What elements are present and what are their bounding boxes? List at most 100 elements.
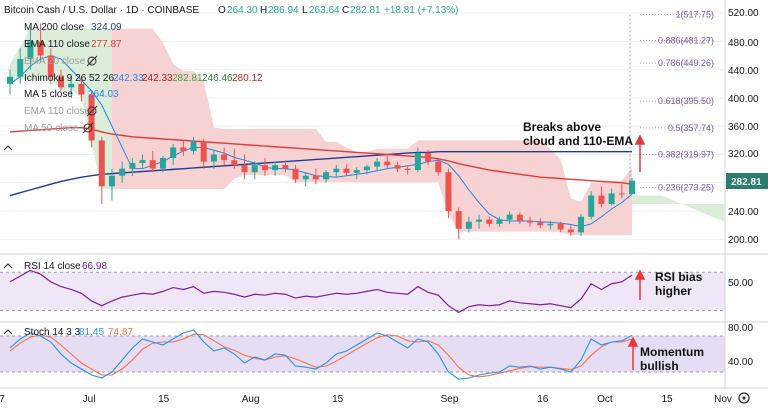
rsi-pane — [9, 269, 633, 314]
annotation-stoch-line1: Momentum — [640, 345, 704, 359]
legend-ichimoku-v3: 282.81 — [172, 73, 203, 84]
legend-ma50[interactable]: MA 50 close — [24, 123, 79, 134]
fib-label: 0.886(481.27) — [658, 35, 714, 45]
line-ema-110-close — [9, 126, 633, 185]
candle-body — [282, 165, 289, 169]
candle-body — [241, 165, 248, 173]
legend-ema110[interactable]: EMA 110 close — [24, 39, 90, 50]
candle-body — [139, 160, 146, 164]
price-tick: 520.00 — [728, 8, 759, 19]
candle-body — [394, 165, 401, 169]
candle-body — [149, 160, 156, 169]
settings-gear-icon[interactable] — [738, 392, 750, 404]
annotation-arrows — [627, 134, 646, 370]
stoch-tick: 40.00 — [728, 357, 753, 368]
candle-body — [78, 83, 85, 95]
h-label: H — [260, 5, 267, 16]
last-price-tag — [726, 173, 768, 189]
candle-body — [180, 147, 187, 151]
candle-body — [618, 193, 625, 195]
candle-body — [343, 168, 350, 173]
legend-ichimoku-v1: 242.33 — [113, 73, 144, 84]
time-tick: Jul — [83, 394, 96, 405]
legend-ichimoku-v4: 246.46 — [202, 73, 233, 84]
eye-off-icon[interactable] — [82, 122, 94, 134]
stoch-legend[interactable]: Stoch 14 3 3 81.45 74.87 — [3, 327, 133, 338]
price-tick: 440.00 — [728, 66, 759, 77]
rsi-arrow-head — [634, 269, 646, 280]
candle-body — [312, 175, 319, 180]
indicator-legend[interactable]: MA 200 close 324.09 EMA 110 close 277.87… — [24, 22, 263, 134]
time-tick: Nov — [714, 394, 732, 405]
legend-ema110b[interactable]: EMA 110 close — [24, 106, 90, 117]
stoch-arrow-head — [627, 336, 639, 347]
time-tick: 15 — [662, 394, 674, 405]
rsi-line — [9, 269, 633, 314]
candle-body — [516, 214, 523, 222]
collapse-icon[interactable] — [3, 329, 13, 335]
legend-ma5[interactable]: MA 5 close — [24, 89, 73, 100]
rsi-tick: 50.00 — [728, 278, 753, 289]
legend-ichimoku-v2: 242.33 — [142, 73, 173, 84]
collapse-legend-icon[interactable] — [3, 145, 13, 151]
stoch-k-value: 81.45 — [79, 327, 104, 338]
eye-off-icon[interactable] — [86, 105, 98, 117]
c-value: 282.81 — [350, 5, 381, 16]
legend-ichimoku[interactable]: Ichimoku 9 26 52 26 — [24, 73, 114, 84]
time-tick: 16 — [537, 394, 549, 405]
legend-ma200[interactable]: MA 200 close — [24, 22, 84, 33]
l-value: 263.64 — [309, 5, 340, 16]
line-ma-200-close — [9, 150, 632, 197]
symbol-title: Bitcoin Cash / U.S. Dollar · 1D · COINBA… — [4, 5, 199, 16]
candle-body — [465, 221, 472, 229]
time-tick: Oct — [597, 394, 613, 405]
candle-body — [628, 180, 636, 195]
time-tick: 15 — [332, 394, 344, 405]
price-axis[interactable]: 520.00 480.00 440.00 400.00 360.00 320.0… — [726, 8, 768, 368]
rsi-legend[interactable]: RSI 14 close 66.98 — [3, 261, 107, 272]
legend-ma5-value: 264.03 — [88, 89, 119, 100]
rsi-band — [0, 272, 725, 311]
candle-body — [302, 175, 309, 180]
stoch-tick: 80.00 — [728, 323, 753, 334]
fib-label: 0.236(273.25) — [658, 183, 714, 193]
c-label: C — [342, 5, 349, 16]
candle-body — [272, 165, 279, 171]
candle-body — [170, 147, 177, 159]
candle-body — [323, 172, 330, 180]
stoch-k-line — [9, 329, 633, 380]
candle-body — [537, 222, 544, 226]
o-label: O — [218, 5, 226, 16]
fib-label: 0.5(357.74) — [668, 123, 714, 133]
annotation-stoch-line2: bullish — [640, 359, 679, 373]
candle-body — [292, 168, 299, 180]
candle-body — [455, 211, 462, 229]
price-tick: 360.00 — [728, 122, 759, 133]
candle-body — [221, 154, 228, 161]
ohlc-readout: O 264.30 H 286.94 L 263.64 C 282.81 +18.… — [218, 5, 459, 16]
candle-body — [547, 223, 554, 226]
candle-body — [486, 219, 493, 224]
candle-body — [353, 170, 360, 173]
cloud-green-segment — [10, 28, 112, 190]
pane-separators — [0, 0, 768, 389]
legend-ema20[interactable]: EMA 20 close 2 — [24, 56, 94, 67]
rsi-value: 66.98 — [82, 261, 107, 272]
time-tick: 7 — [0, 394, 5, 405]
candle-body — [98, 140, 105, 187]
collapse-icon[interactable] — [3, 263, 13, 269]
candle-body — [6, 76, 14, 84]
candlestick-series — [6, 23, 636, 240]
time-axis[interactable]: 7 Jul 15 Aug 15 Sep 16 Oct 15 Nov — [0, 394, 732, 405]
candle-body — [557, 223, 564, 230]
price-tick: 320.00 — [728, 149, 759, 160]
price-tick: 480.00 — [728, 38, 759, 49]
time-tick: Sep — [441, 394, 459, 405]
candle-body — [506, 214, 513, 220]
eye-off-icon[interactable] — [86, 55, 98, 67]
stoch-pane — [9, 329, 633, 380]
candle-body — [404, 168, 411, 171]
stoch-label: Stoch 14 3 3 — [24, 327, 81, 338]
candle-body — [384, 161, 391, 166]
time-tick: Aug — [242, 394, 260, 405]
